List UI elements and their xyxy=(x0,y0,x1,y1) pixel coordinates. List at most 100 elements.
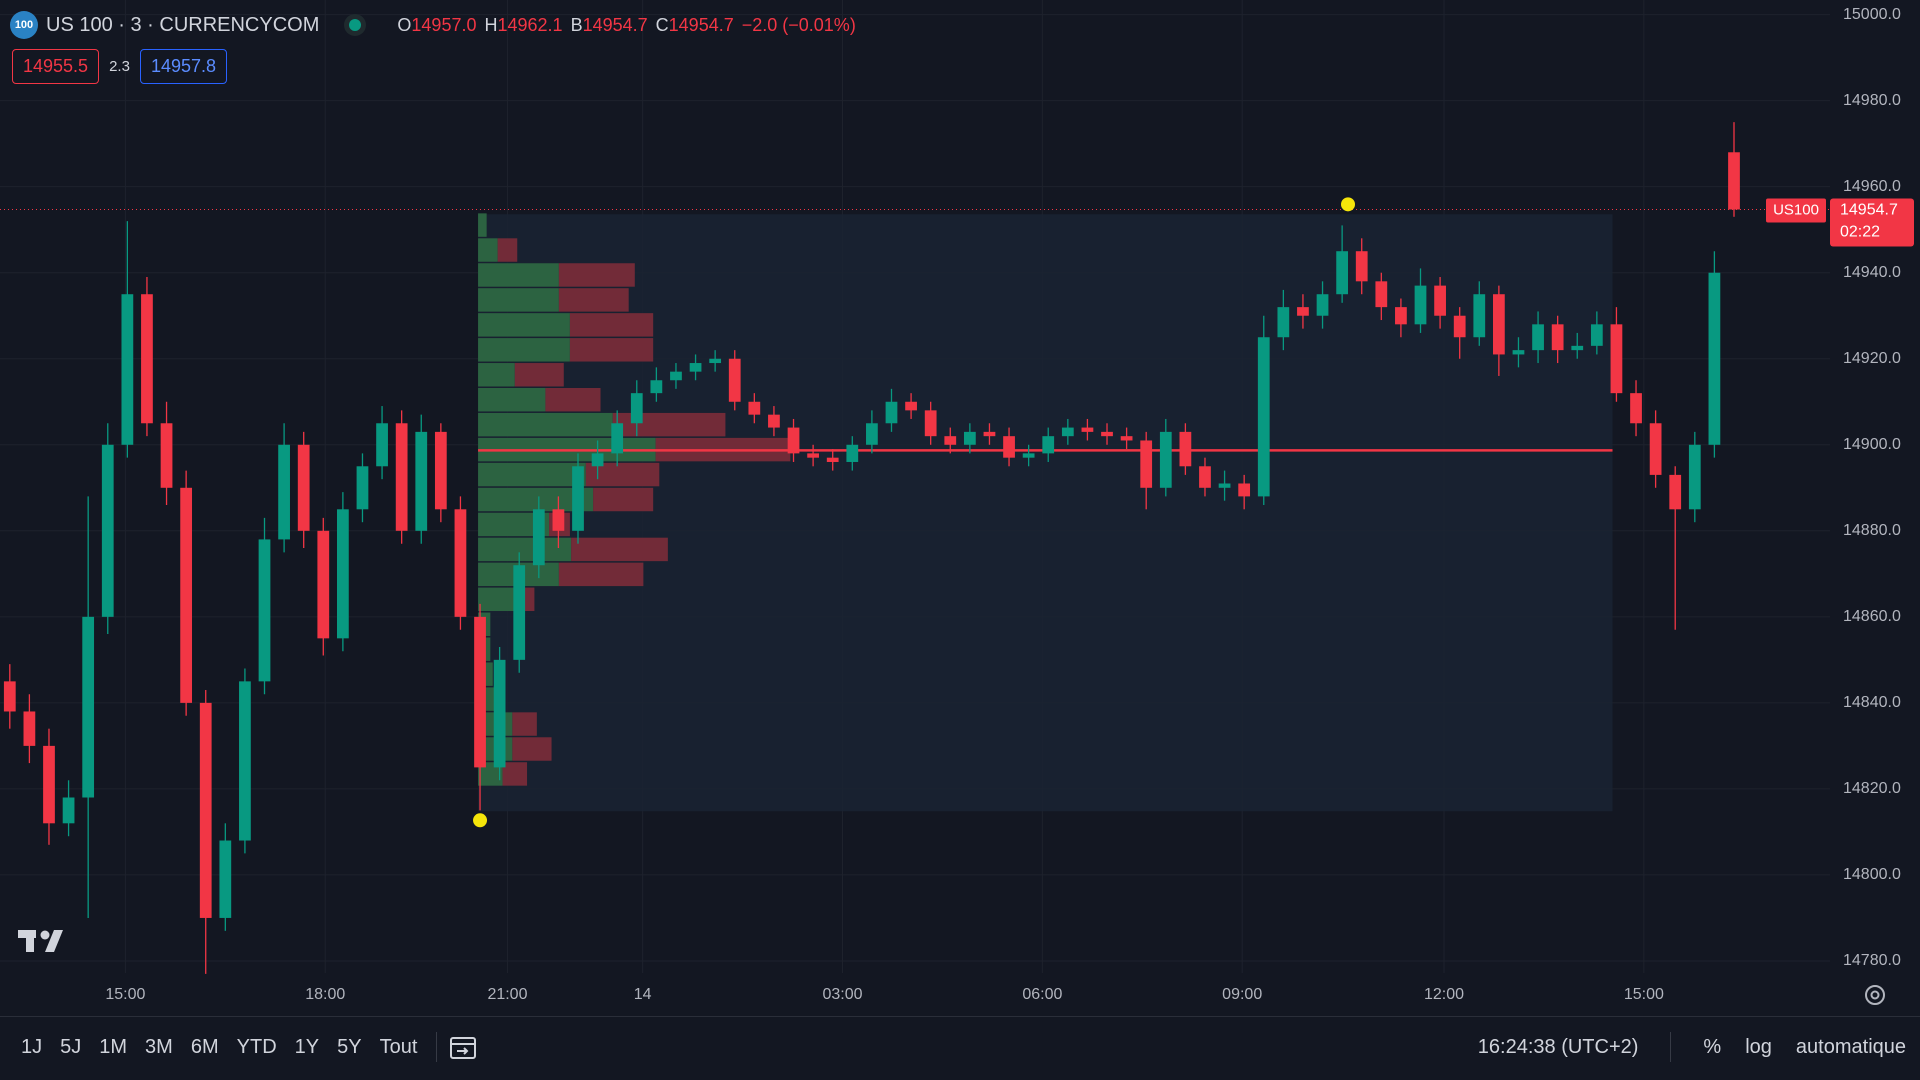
candle-body xyxy=(395,423,408,531)
candle-body xyxy=(1003,436,1015,458)
candle-body xyxy=(141,294,153,424)
candle-body xyxy=(454,509,467,617)
scale-option[interactable]: % xyxy=(1703,1035,1722,1058)
candle-body xyxy=(1688,444,1701,510)
profile-up-volume xyxy=(478,238,498,262)
candle-body xyxy=(1101,431,1113,437)
candle-body xyxy=(239,681,251,841)
symbol-name[interactable]: US 100 · 3 · CURRENCYCOM xyxy=(46,13,320,36)
range-button[interactable]: 1J xyxy=(21,1035,43,1058)
symbol-icon: 100 xyxy=(10,11,38,39)
candle-body xyxy=(1375,281,1388,308)
clock[interactable]: 16:24:38 (UTC+2) xyxy=(1477,1035,1639,1058)
range-button[interactable]: 5Y xyxy=(337,1035,362,1058)
quotes: 14955.5 2.3 14957.8 xyxy=(12,49,228,84)
range-button[interactable]: 3M xyxy=(145,1035,173,1058)
candle-body xyxy=(356,466,369,510)
candle-body xyxy=(611,423,624,454)
candle-body xyxy=(709,358,722,364)
candle-body xyxy=(591,453,604,467)
x-tick-label: 09:00 xyxy=(1222,986,1262,1003)
candle-body xyxy=(1238,483,1251,497)
y-tick-label: 14800.0 xyxy=(1843,866,1901,883)
candle-body xyxy=(1532,324,1544,351)
x-tick-label: 14 xyxy=(634,986,652,1003)
profile-up-volume xyxy=(478,288,559,312)
profile-up-volume xyxy=(478,587,515,612)
settings-ring[interactable] xyxy=(1865,985,1885,1005)
y-tick-label: 14980.0 xyxy=(1843,92,1901,109)
profile-down-volume xyxy=(569,338,654,362)
candle-body xyxy=(826,457,839,462)
candle-body xyxy=(807,453,819,458)
symbol-header: 100 US 100 · 3 · CURRENCYCOM O14957.0 H14… xyxy=(10,10,856,40)
bid-button[interactable]: 14955.5 xyxy=(12,49,100,84)
x-tick-label: 15:00 xyxy=(105,986,145,1003)
ask-button[interactable]: 14957.8 xyxy=(139,49,228,84)
candle-body xyxy=(630,393,643,424)
x-tick-label: 21:00 xyxy=(487,986,527,1003)
range-button[interactable]: 6M xyxy=(190,1035,219,1058)
profile-down-volume xyxy=(558,562,644,587)
candle-body xyxy=(1022,453,1035,458)
profile-up-volume xyxy=(478,213,487,237)
candle-body xyxy=(1081,427,1094,432)
y-tick-label: 14820.0 xyxy=(1843,780,1901,797)
candle-body xyxy=(337,509,349,639)
candle-body xyxy=(278,444,290,540)
scale-options: % log automatique xyxy=(1703,1036,1906,1059)
candle-body xyxy=(121,294,134,445)
range-button[interactable]: 1Y xyxy=(294,1035,320,1058)
candle-body xyxy=(670,371,682,381)
candle-body xyxy=(983,431,996,437)
candle-body xyxy=(885,401,898,424)
candle-body xyxy=(493,659,506,768)
x-tick-label: 06:00 xyxy=(1022,986,1062,1003)
candle-body xyxy=(1355,251,1368,282)
candle-body xyxy=(963,431,976,445)
profile-down-volume xyxy=(571,537,668,562)
plot-layer xyxy=(0,122,1830,974)
settings-icon[interactable] xyxy=(1865,985,1885,1005)
candle-body xyxy=(1728,152,1740,210)
profile-down-volume xyxy=(502,762,528,786)
bottom-toolbar: 1J 5J 1M 3M 6M YTD 1Y 5Y Tout 16:24:38 (UTC+2) %… xyxy=(0,1016,1920,1077)
candle-body xyxy=(3,681,16,712)
toolbar-right: 16:24:38 (UTC+2) % log automatique xyxy=(1478,1017,1906,1077)
candle-body xyxy=(62,797,75,824)
symbol-tag: US100 xyxy=(1773,201,1819,218)
candle-body xyxy=(787,427,800,454)
logo-part xyxy=(40,930,50,940)
change: −2.0 (−0.01%) xyxy=(741,14,856,35)
range-button[interactable]: 5J xyxy=(60,1035,82,1058)
calendar-icon[interactable] xyxy=(457,1047,469,1055)
ohlc-item: H14962.1 xyxy=(484,15,562,36)
separator xyxy=(1670,1032,1672,1062)
y-tick-label: 14960.0 xyxy=(1843,178,1901,195)
candle-body xyxy=(650,380,663,394)
ohlc-key: O xyxy=(397,14,412,35)
candle-body xyxy=(1473,294,1486,338)
calendar-icon[interactable] xyxy=(450,1037,477,1059)
candle-body xyxy=(1492,294,1505,355)
ohlc-key: B xyxy=(570,14,583,35)
profile-down-volume xyxy=(558,263,635,287)
candle-body xyxy=(532,509,545,566)
range-button[interactable]: YTD xyxy=(236,1035,277,1058)
candle-body xyxy=(513,565,526,660)
range-button[interactable]: 1M xyxy=(99,1035,128,1058)
ohlc-value: 14957.0 xyxy=(411,14,477,35)
range-button[interactable]: Tout xyxy=(379,1035,418,1058)
go-to-date[interactable] xyxy=(447,1031,479,1063)
profile-down-volume xyxy=(545,387,601,412)
profile-up-volume xyxy=(478,537,572,562)
candle-body xyxy=(1120,436,1133,441)
candle-body xyxy=(1453,315,1466,338)
scale-option[interactable]: log xyxy=(1745,1035,1772,1058)
ohlc-values: O14957.0 H14962.1 B14954.7 C14954.7 xyxy=(397,15,733,36)
settings-core[interactable] xyxy=(1870,990,1880,1000)
scale-option[interactable]: automatique xyxy=(1795,1035,1906,1058)
candle-body xyxy=(82,616,95,798)
candle-body xyxy=(474,616,486,768)
